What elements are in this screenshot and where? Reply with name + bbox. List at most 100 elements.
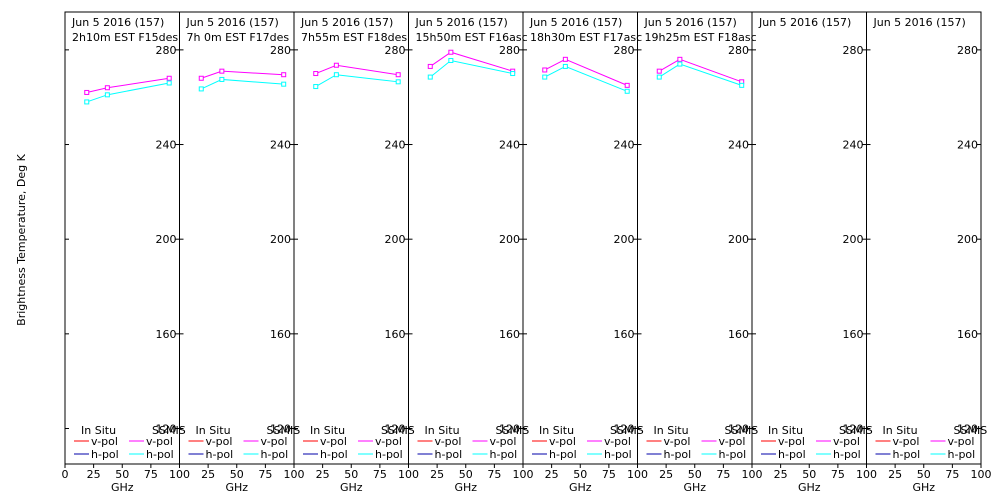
- y-tick-label: 240: [957, 139, 978, 152]
- panel-subtitle: 7h55m EST F18des: [301, 31, 407, 44]
- y-tick-label: 120: [843, 423, 864, 436]
- legend-label: v-pol: [206, 435, 233, 448]
- data-point: [448, 58, 454, 64]
- y-tick-label: 120: [270, 423, 291, 436]
- legend-header-in-situ: In Situ: [883, 424, 918, 437]
- x-axis-label: GHz: [454, 481, 477, 494]
- x-tick-label: 50: [230, 468, 244, 481]
- panel-subtitle: 2h10m EST F15des: [72, 31, 178, 44]
- y-tick-label: 160: [270, 328, 291, 341]
- data-point: [427, 63, 433, 69]
- x-tick-label: 50: [688, 468, 702, 481]
- data-point: [166, 75, 172, 81]
- panel-subtitle: 19h25m EST F18asc: [645, 31, 757, 44]
- data-point: [333, 72, 339, 78]
- legend-label: v-pol: [375, 435, 402, 448]
- data-point: [624, 82, 630, 88]
- x-tick-label: 75: [258, 468, 272, 481]
- y-tick-label: 240: [385, 139, 406, 152]
- y-tick-label: 160: [385, 328, 406, 341]
- legend-label: h-pol: [604, 448, 632, 461]
- legend-label: v-pol: [320, 435, 347, 448]
- y-tick-label: 280: [385, 44, 406, 57]
- y-tick-label: 200: [614, 233, 635, 246]
- series-line: [86, 82, 170, 103]
- x-tick-label: 50: [573, 468, 587, 481]
- x-tick-label: 25: [430, 468, 444, 481]
- x-tick-label: 0: [62, 468, 69, 481]
- legend-label: v-pol: [146, 435, 173, 448]
- series-line: [315, 74, 399, 87]
- legend-label: h-pol: [948, 448, 976, 461]
- panels: 120 160 200 240 280 0 25 50 75 100 GHz Jun 5 2016 (…: [62, 11, 992, 494]
- data-point: [166, 80, 172, 86]
- x-tick-label: 100: [398, 468, 419, 481]
- x-tick-label: 75: [487, 468, 501, 481]
- data-point: [542, 67, 548, 73]
- x-tick-label: 75: [831, 468, 845, 481]
- y-tick-label: 280: [957, 44, 978, 57]
- data-point: [104, 85, 110, 91]
- data-point: [656, 74, 662, 80]
- data-point: [84, 89, 90, 95]
- legend-header-in-situ: In Situ: [539, 424, 574, 437]
- data-point: [281, 81, 287, 87]
- panel-title: Jun 5 2016 (157): [71, 16, 164, 29]
- panel-subtitle: 18h30m EST F17asc: [530, 31, 642, 44]
- data-point: [739, 82, 745, 88]
- data-point: [624, 88, 630, 94]
- data-point: [562, 63, 568, 69]
- data-point: [198, 86, 204, 92]
- x-tick-label: 100: [742, 468, 763, 481]
- x-tick-label: 75: [945, 468, 959, 481]
- legend-label: v-pol: [664, 435, 691, 448]
- legend-header-ssmis: SSMIS: [725, 424, 759, 437]
- legend-header-ssmis: SSMIS: [381, 424, 415, 437]
- y-tick-label: 280: [499, 44, 520, 57]
- y-tick-label: 120: [728, 423, 749, 436]
- series-line: [315, 64, 399, 76]
- legend-label: v-pol: [490, 435, 517, 448]
- x-axis-label: GHz: [225, 481, 248, 494]
- panel-title: Jun 5 2016 (157): [529, 16, 622, 29]
- y-tick-label: 160: [843, 328, 864, 341]
- x-tick-label: 75: [602, 468, 616, 481]
- panel-title: Jun 5 2016 (157): [758, 16, 851, 29]
- chart-panel-2: 120 160 200 240 280 25 50 75 100 GHz Jun 5 2016 (1…: [179, 11, 305, 494]
- legend-header-ssmis: SSMIS: [954, 424, 988, 437]
- data-point: [313, 84, 319, 90]
- chart-panel-3: 120 160 200 240 280 25 50 75 100 GHz Jun 5 2016 (1…: [293, 11, 419, 494]
- chart-panel-5: 120 160 200 240 280 25 50 75 100 GHz Jun 5 2016 (1…: [522, 11, 648, 494]
- y-tick-label: 240: [270, 139, 291, 152]
- legend-header-ssmis: SSMIS: [496, 424, 530, 437]
- y-tick-label: 200: [499, 233, 520, 246]
- data-point: [219, 76, 225, 82]
- y-tick-label: 240: [843, 139, 864, 152]
- legend-label: h-pol: [91, 448, 119, 461]
- x-axis-label: GHz: [683, 481, 706, 494]
- series-line: [429, 59, 513, 78]
- series-line: [544, 65, 628, 92]
- legend-label: h-pol: [435, 448, 463, 461]
- panel-title: Jun 5 2016 (157): [300, 16, 393, 29]
- data-point: [677, 56, 683, 62]
- x-axis-label: GHz: [912, 481, 935, 494]
- panel-subtitle: 7h 0m EST F17des: [187, 31, 290, 44]
- data-point: [104, 92, 110, 98]
- series-line: [659, 58, 742, 83]
- x-tick-label: 50: [344, 468, 358, 481]
- y-tick-label: 240: [728, 139, 749, 152]
- x-tick-label: 100: [513, 468, 534, 481]
- x-axis-label: GHz: [340, 481, 363, 494]
- chart-panel-7: 120 160 200 240 280 25 50 75 100 GHz Jun 5 2016 (1…: [751, 11, 877, 494]
- y-tick-label: 120: [156, 423, 177, 436]
- x-tick-label: 25: [888, 468, 902, 481]
- legend-label: h-pol: [833, 448, 861, 461]
- data-point: [395, 72, 401, 78]
- data-point: [333, 62, 339, 68]
- legend-label: h-pol: [375, 448, 403, 461]
- legend-label: v-pol: [833, 435, 860, 448]
- data-point: [677, 61, 683, 67]
- series-line: [201, 70, 284, 79]
